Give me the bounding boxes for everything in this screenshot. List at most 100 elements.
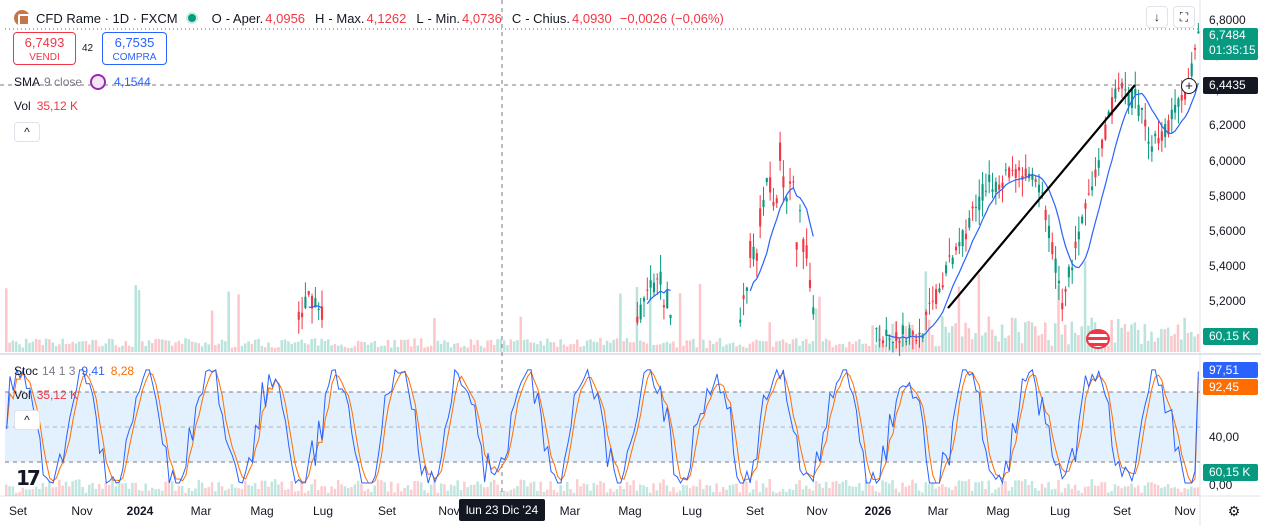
volume-bar: [509, 339, 513, 352]
volume-bar: [672, 341, 675, 352]
volume-bar: [492, 345, 496, 352]
volume-value: 35,12 K: [36, 99, 79, 113]
volume-bar: [1120, 327, 1123, 352]
indicator-cycle-icon[interactable]: [90, 74, 107, 90]
volume-bar: [443, 340, 446, 352]
sub-volume-bar: [5, 484, 8, 496]
sub-volume-bar: [403, 487, 406, 496]
volume-bar: [14, 341, 18, 352]
candle-body: [1024, 168, 1027, 177]
tradingview-logo[interactable]: 17: [16, 466, 41, 490]
volume-bar: [1057, 285, 1060, 352]
sub-volume-bar: [1180, 492, 1183, 496]
candle-body: [1091, 186, 1094, 191]
volume-bar: [1047, 339, 1050, 352]
sub-volume-bar: [658, 482, 662, 496]
sub-volume-bar: [1037, 490, 1040, 496]
buy-button[interactable]: 6,7535 COMPRA: [102, 32, 167, 65]
sub-volume-bar: [605, 492, 609, 496]
sub-volume-bar: [287, 488, 290, 496]
volume-bar: [170, 345, 174, 352]
sub-volume-bar: [323, 486, 327, 496]
collapse-legend2-button[interactable]: ^: [14, 410, 40, 430]
volume-bar: [1180, 339, 1183, 352]
sub-volume-bar: [290, 481, 293, 496]
volume-bar: [609, 342, 612, 352]
sub-volume-bar: [1176, 488, 1180, 496]
volume-bar: [333, 344, 337, 352]
volume-bar: [682, 345, 685, 352]
fullscreen-button[interactable]: ⛶: [1173, 6, 1195, 28]
candle-body: [1170, 109, 1173, 120]
stochastic-legend[interactable]: Stoc 14 1 3 9,41 8,28: [14, 362, 134, 380]
stoch-k-line: [6, 368, 1199, 485]
sub-volume-bar: [439, 483, 443, 496]
sub-volume-bar: [1163, 486, 1167, 496]
sma-legend[interactable]: SMA 9 close 4,1544: [14, 73, 151, 91]
fullscreen-icon: ⛶: [1179, 10, 1189, 24]
sub-volume-bar: [370, 491, 373, 496]
sub-volume-bar: [841, 481, 845, 496]
volume-bar: [167, 340, 171, 352]
volume-bar: [728, 343, 732, 352]
volume-bar: [44, 338, 48, 352]
volume-bar: [356, 341, 360, 352]
symbol-title[interactable]: CFD Rame · 1D · FXCM: [36, 10, 178, 26]
volume-bar: [1050, 345, 1054, 352]
sub-volume-bar: [546, 489, 549, 496]
volume2-legend[interactable]: Vol 35,12 K: [14, 386, 78, 404]
candle-body: [981, 184, 984, 201]
volume-bar: [326, 339, 330, 352]
sub-volume-bar: [725, 489, 728, 496]
sub-volume-bar: [941, 484, 944, 496]
volume-bar: [532, 342, 536, 352]
time-tick: Mag: [250, 504, 274, 518]
price-tick: 5,6000: [1209, 223, 1246, 238]
volume-bar: [403, 340, 406, 352]
us-flag-icon[interactable]: [1086, 329, 1110, 349]
sub-volume-bar: [247, 484, 250, 496]
chart-settings-button[interactable]: ⚙: [1226, 503, 1242, 519]
sub-volume-bar: [509, 490, 513, 496]
sub-volume-bar: [1034, 488, 1037, 496]
sub-volume-bar: [967, 479, 971, 496]
volume-bar: [416, 345, 420, 352]
volume-bar: [346, 347, 350, 352]
sma-line: [646, 288, 671, 305]
gear-icon: ⚙: [1227, 503, 1241, 519]
volume-bar: [396, 346, 400, 352]
sub-volume-bar: [768, 479, 771, 496]
sub-volume-bar: [934, 488, 937, 496]
volume2-name: Vol: [14, 388, 31, 402]
sub-volume-bar: [1060, 492, 1064, 496]
volume-bar: [931, 334, 934, 352]
add-alert-icon[interactable]: +: [1181, 78, 1197, 94]
collapse-legend-button[interactable]: ^: [14, 122, 40, 142]
sub-volume-bar: [340, 484, 343, 496]
candle-body: [742, 295, 745, 299]
volume-bar: [977, 274, 981, 352]
time-tick: Mar: [559, 504, 581, 518]
sub-volume-bar: [1100, 482, 1103, 496]
volume-bar: [864, 343, 868, 352]
sell-button[interactable]: 6,7493 VENDI: [13, 32, 76, 65]
sub-volume-bar: [831, 481, 835, 496]
volume-bar: [436, 340, 440, 352]
volume-bar: [94, 339, 98, 352]
candle-body: [1074, 241, 1077, 249]
volume-legend[interactable]: Vol 35,12 K: [14, 97, 78, 115]
symbol-legend: CFD Rame · 1D · FXCM O - Aper. 4,0956 H …: [14, 8, 730, 28]
sub-volume-bar: [393, 492, 396, 496]
candle-body: [1110, 97, 1114, 116]
sub-volume-bar: [911, 479, 914, 496]
volume-bar: [48, 339, 51, 352]
volume-bar: [393, 340, 396, 352]
download-button[interactable]: ↓: [1146, 6, 1168, 28]
candle-body: [1140, 107, 1143, 110]
price-tick: 5,2000: [1209, 294, 1246, 308]
volume-bar: [994, 335, 997, 352]
sub-volume-bar: [579, 486, 582, 496]
sub-volume-bar: [1053, 488, 1057, 496]
